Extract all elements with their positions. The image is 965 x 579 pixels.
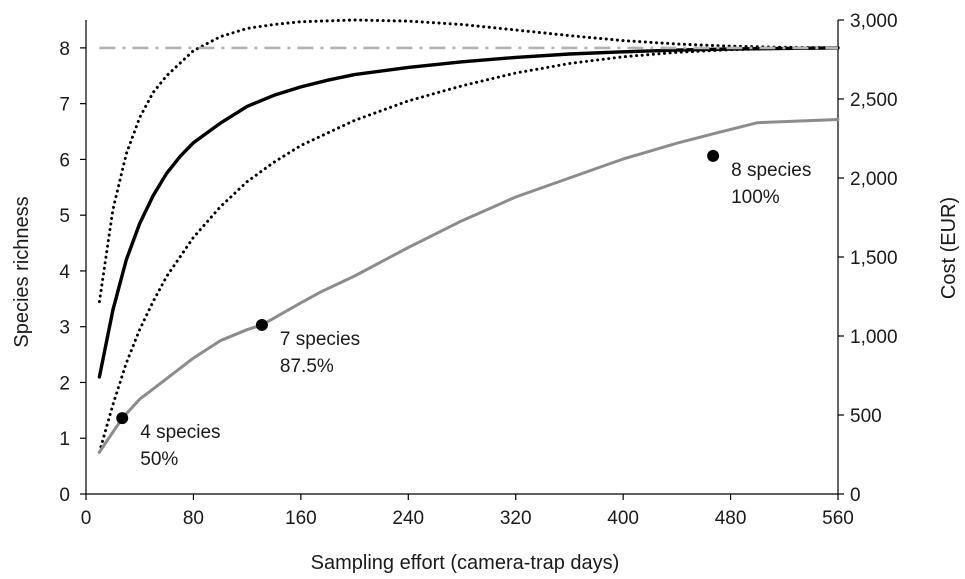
richness-lower-ci-line: [97, 46, 840, 454]
y-axis-title: Species richness: [11, 196, 33, 347]
point-label-species: 4 species: [140, 422, 220, 443]
x-tick-label: 160: [285, 508, 317, 529]
annotated-point: [116, 412, 129, 425]
point-label-percent: 87.5%: [280, 356, 334, 377]
y-tick-label: 1: [59, 429, 70, 450]
series-layer: [97, 18, 840, 454]
y2-axis-title: Cost (EUR): [938, 197, 960, 299]
axes: 0 80 160 240 320 400 480 56001234567805001,0001…: [59, 11, 897, 529]
point-label-species: 7 species: [280, 329, 360, 350]
point-label-species: 8 species: [731, 160, 811, 181]
y-tick-label: 3: [59, 318, 70, 339]
y-tick-label: 8: [59, 39, 70, 60]
annotated-point: [255, 318, 268, 331]
y2-tick-label: 2,500: [850, 90, 898, 111]
y2-tick-label: 1,000: [850, 327, 898, 348]
y2-tick-label: 0: [850, 485, 861, 506]
x-tick-label: 400: [607, 508, 639, 529]
annotated-point: [707, 149, 720, 162]
y-tick-label: 6: [59, 150, 70, 171]
x-axis-title: Sampling effort (camera-trap days): [311, 552, 620, 574]
richness-mean-line: [97, 46, 840, 379]
y2-tick-label: 500: [850, 406, 882, 427]
y-tick-label: 5: [59, 206, 70, 227]
x-tick-label: 320: [500, 508, 532, 529]
x-tick-label: 0: [81, 508, 92, 529]
y-tick-label: 7: [59, 95, 70, 116]
y-tick-label: 4: [59, 262, 70, 283]
y-tick-label: 2: [59, 373, 70, 394]
x-tick-label: 560: [822, 508, 854, 529]
y2-tick-label: 3,000: [850, 11, 898, 32]
x-tick-label: 80: [183, 508, 204, 529]
y2-tick-label: 1,500: [850, 248, 898, 269]
point-label-percent: 100%: [731, 187, 780, 208]
y-tick-label: 0: [59, 485, 70, 506]
x-tick-label: 480: [715, 508, 747, 529]
cost-line: [97, 118, 840, 454]
y2-tick-label: 2,000: [850, 169, 898, 190]
point-label-percent: 50%: [140, 449, 178, 470]
annotated-points: 4 species 50% 7 species 87.5% 8 species 100%: [116, 149, 811, 470]
x-tick-label: 240: [392, 508, 424, 529]
